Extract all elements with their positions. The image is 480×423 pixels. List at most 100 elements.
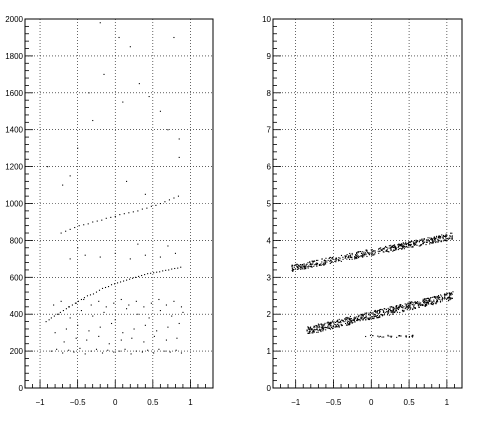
data-point (65, 230, 67, 232)
data-point (338, 321, 341, 323)
data-point (329, 328, 332, 330)
data-point (316, 326, 318, 328)
data-point (398, 243, 400, 245)
data-point (422, 304, 424, 306)
data-point (173, 300, 175, 302)
data-point (410, 245, 412, 247)
data-point (335, 258, 338, 260)
data-point (371, 316, 373, 318)
data-point (408, 245, 410, 247)
data-point (322, 325, 324, 328)
data-point (368, 253, 370, 255)
data-point (62, 352, 64, 354)
data-point (433, 300, 435, 302)
data-point (359, 319, 361, 321)
data-point (165, 269, 167, 271)
data-point (356, 254, 358, 257)
data-point (388, 309, 390, 311)
data-point (105, 306, 107, 308)
data-point (393, 312, 395, 314)
data-point (329, 262, 331, 265)
data-point (304, 267, 307, 269)
data-point (296, 263, 298, 265)
data-point (437, 294, 440, 297)
data-point (328, 323, 330, 325)
data-point (390, 336, 392, 338)
data-point (332, 320, 334, 322)
data-point (104, 286, 107, 289)
data-point (394, 248, 396, 250)
data-point (430, 242, 432, 244)
data-point (332, 325, 334, 327)
data-point (294, 268, 296, 270)
data-point (126, 279, 128, 281)
data-point (306, 330, 308, 332)
data-point (335, 257, 338, 259)
data-point (346, 317, 348, 319)
y-tick-label: 9 (267, 52, 272, 61)
data-point (54, 332, 56, 334)
data-point (301, 267, 303, 269)
data-point (395, 305, 397, 307)
data-point (315, 326, 317, 328)
data-point (425, 239, 428, 241)
data-point (380, 249, 383, 251)
data-point (448, 237, 450, 239)
data-point (92, 221, 94, 223)
data-point (368, 253, 370, 256)
data-point (450, 232, 452, 234)
data-point (365, 313, 367, 315)
data-point (438, 236, 440, 238)
data-point (143, 341, 145, 343)
data-point (316, 325, 318, 327)
data-point (317, 331, 319, 333)
data-point (376, 312, 378, 314)
data-point (448, 299, 450, 301)
data-point (350, 320, 352, 322)
data-point (427, 237, 429, 239)
data-point (360, 252, 363, 254)
data-point (395, 247, 397, 249)
data-point (131, 337, 133, 339)
data-point (363, 254, 366, 256)
data-point (379, 335, 381, 337)
data-point (344, 257, 346, 259)
data-point (408, 243, 410, 245)
data-point (311, 263, 313, 265)
data-point (412, 246, 414, 248)
data-point (423, 238, 425, 240)
data-point (378, 309, 381, 311)
data-point (330, 325, 332, 327)
data-point (400, 306, 403, 308)
data-point (153, 335, 155, 337)
data-point (413, 304, 415, 306)
data-point (341, 319, 344, 321)
data-point (435, 240, 437, 243)
data-point (126, 180, 128, 182)
data-point (437, 239, 439, 241)
data-point (440, 294, 442, 296)
data-point (71, 304, 73, 306)
data-point (349, 319, 351, 321)
data-point (309, 330, 311, 333)
data-point (309, 329, 311, 331)
data-point (390, 246, 393, 248)
data-point (436, 295, 438, 298)
data-point (451, 232, 453, 234)
data-point (434, 297, 436, 299)
data-point (323, 325, 325, 327)
data-point (422, 298, 424, 300)
data-point (347, 320, 349, 322)
data-point (292, 269, 294, 271)
data-point (398, 248, 400, 250)
data-point (349, 323, 351, 325)
data-point (116, 282, 119, 284)
data-point (411, 301, 413, 303)
data-point (77, 324, 79, 326)
data-point (350, 256, 352, 259)
data-point (297, 268, 299, 270)
data-point (320, 329, 322, 331)
data-point (369, 315, 371, 317)
data-point (390, 309, 392, 312)
data-point (354, 257, 356, 259)
